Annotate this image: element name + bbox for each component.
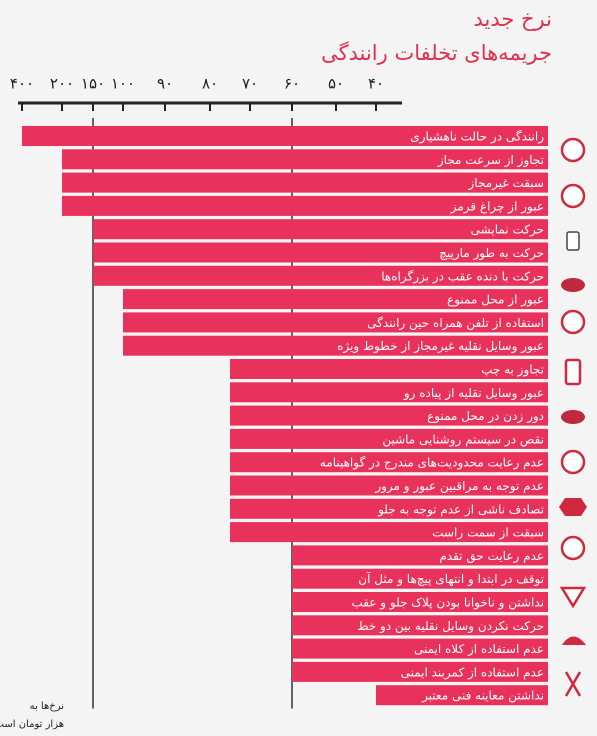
bar-label: عدم استفاده از کلاه ایمنی [414, 642, 544, 657]
chart-title: نرخ جدید [473, 7, 552, 31]
bar [292, 661, 548, 682]
bar [123, 335, 548, 356]
chart-subtitle: جریمه‌های تخلفات رانندگی [321, 41, 552, 65]
bar-label: نقص در سیستم روشنایی ماشین [382, 432, 544, 447]
bar-label: عدم رعایت حق تقدم [439, 549, 544, 564]
bar [230, 498, 548, 519]
x-tick-label: ۸۰ [202, 75, 218, 93]
note: نرخ‌ها به [30, 701, 64, 712]
bar-label: عبور از چراغ قرمز [450, 199, 544, 214]
bar [292, 592, 548, 612]
x-tick-label: ۶۰ [284, 75, 300, 93]
bar [230, 452, 548, 473]
bar [93, 219, 548, 240]
bar-label: حرکت نمایشی [471, 223, 544, 238]
bar [93, 242, 548, 263]
bar-label: دور زدن در محل ممنوع [427, 409, 544, 424]
bar-label: حرکت به طور مارپیچ [439, 246, 544, 261]
x-tick-label: ۴۰۰ [10, 75, 34, 93]
x-tick-label: ۴۰ [368, 75, 384, 93]
bar-label: توقف در ابتدا و انتهای پیچ‌ها و مثل آن [358, 571, 544, 587]
bar [93, 265, 548, 286]
x-tick-label: ۲۰۰ [50, 75, 74, 93]
bar-label: تجاوز از سرعت مجاز [437, 153, 544, 168]
bar-label: سبقت غیرمجاز [468, 176, 545, 191]
bar [62, 172, 548, 193]
bar-label: نداشتن معاینه فنی معتبر [421, 689, 544, 704]
bar-label: عدم رعایت محدودیت‌های مندرج در گواهینامه [320, 456, 544, 471]
bar [292, 615, 548, 636]
bar [292, 545, 548, 566]
bar-label: عبور وسایل نقلیه غیرمجاز از خطوط ویژه [337, 339, 544, 354]
bar-label: نداشتن و ناخوانا بودن پلاک جلو و عقب [351, 596, 544, 611]
bar [292, 638, 548, 659]
bar [62, 149, 548, 170]
bar [230, 382, 548, 403]
bar-label: تصادف ناشی از عدم توجه به جلو [377, 502, 544, 517]
bar [230, 405, 548, 426]
bar [230, 359, 548, 379]
bar-label: استفاده از تلفن همراه حین رانندگی [367, 316, 544, 331]
bar [62, 195, 548, 216]
x-tick-label: ۵۰ [328, 75, 344, 93]
bar-label: تجاوز به چپ [481, 363, 544, 378]
bar-label: سبقت از سمت راست [432, 526, 544, 541]
bar-label: حرکت با دنده عقب در بزرگراه‌ها [381, 269, 544, 284]
bar-label: رانندگی در حالت ناهشیاری [410, 130, 544, 145]
bar-label: عبور از محل ممنوع [447, 293, 544, 308]
note: هزار تومان است [0, 719, 64, 730]
bar [376, 685, 548, 706]
icons [559, 137, 587, 697]
x-tick-label: ۱۵۰ [81, 75, 105, 93]
bar-label: عدم توجه به مراقبین عبور و مرور [374, 479, 544, 494]
bar [22, 126, 548, 146]
bar [123, 312, 548, 333]
bar-label: عدم استفاده از کمربند ایمنی [401, 665, 544, 680]
x-tick-label: ۱۰۰ [111, 75, 135, 93]
bar-label: عبور وسایل نقلیه از پیاده رو [403, 386, 544, 401]
bar [292, 568, 548, 589]
bar-label: حرکت نکردن وسایل نقلیه بین دو خط [357, 619, 544, 634]
bar [123, 289, 548, 310]
bar [230, 475, 548, 496]
bar [230, 522, 548, 543]
x-tick-label: ۷۰ [242, 75, 258, 93]
x-tick-label: ۹۰ [157, 75, 173, 93]
bar [230, 428, 548, 449]
